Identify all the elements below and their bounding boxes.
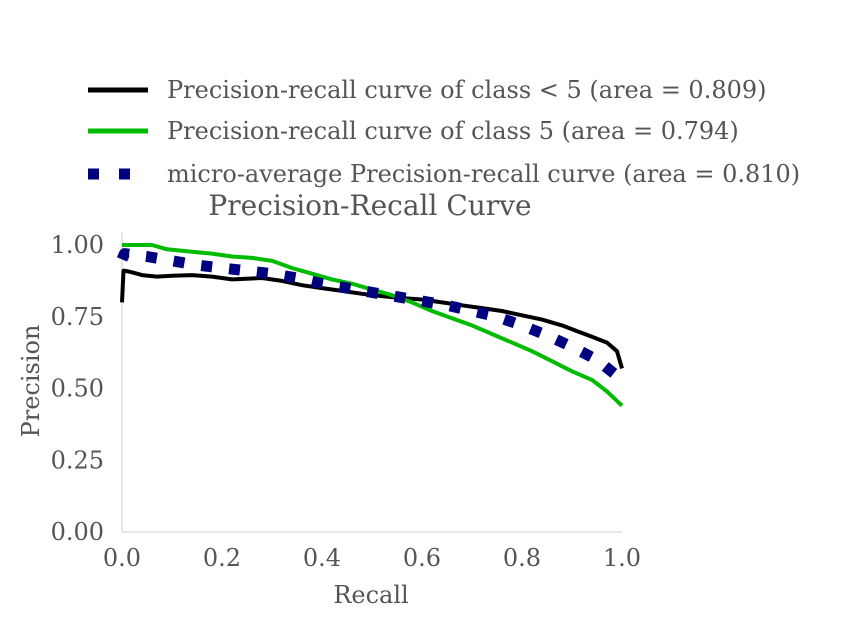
y-tick-label: 1.00 — [51, 231, 104, 259]
series-line-2 — [122, 243, 624, 408]
legend: Precision-recall curve of class < 5 (are… — [88, 76, 800, 188]
legend-label-2: Precision-recall curve of class 5 (area … — [167, 117, 739, 145]
x-tick-label: 0.4 — [303, 544, 341, 572]
y-tick-label: 0.75 — [51, 303, 104, 331]
chart-title: Precision-Recall Curve — [208, 189, 531, 222]
x-axis-label: Recall — [333, 581, 408, 609]
x-tick-label: 0.0 — [103, 544, 141, 572]
legend-label-3: micro-average Precision-recall curve (ar… — [167, 160, 800, 188]
x-tick-label: 1.0 — [603, 544, 641, 572]
y-axis-label: Precision — [17, 325, 45, 438]
x-tick-label: 0.8 — [503, 544, 541, 572]
x-tick-label: 0.6 — [403, 544, 441, 572]
plot-lines — [116, 243, 626, 408]
series-line-1 — [120, 268, 624, 369]
y-tick-label: 0.25 — [51, 446, 104, 474]
legend-label-1: Precision-recall curve of class < 5 (are… — [167, 76, 767, 104]
x-tick-label: 0.2 — [203, 544, 241, 572]
y-tick-label: 0.00 — [51, 518, 104, 546]
axes: 0.0 0.2 0.4 0.6 0.8 1.0 0.00 0.25 0.50 0.75 1.00 — [51, 231, 642, 572]
series-line-3 — [116, 248, 626, 385]
y-tick-label: 0.50 — [51, 375, 104, 403]
